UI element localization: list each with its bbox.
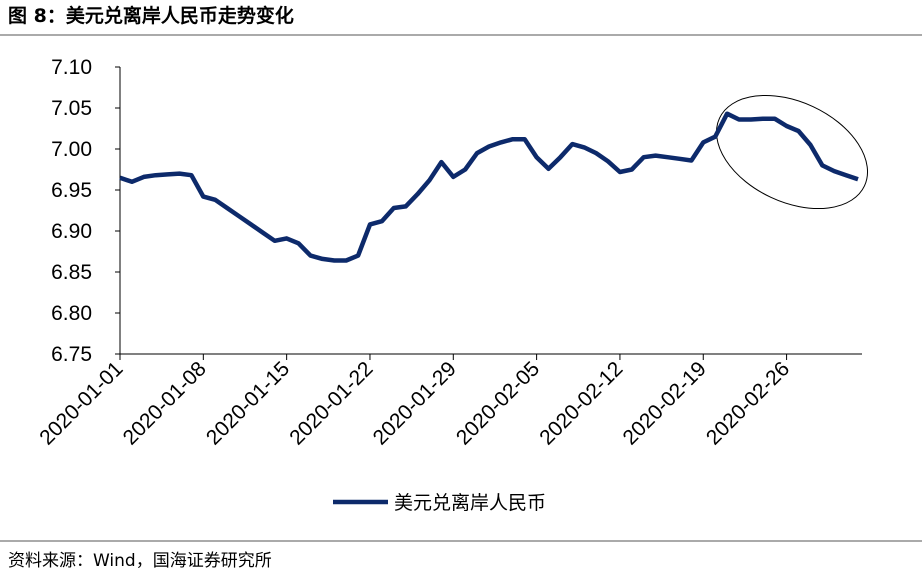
- line-series: [119, 111, 859, 263]
- x-tick-label: 2020-02-05: [452, 357, 544, 449]
- highlight-ellipse: [715, 94, 869, 210]
- y-tick-label: 7.10: [51, 56, 92, 79]
- y-tick-label: 6.95: [51, 179, 92, 202]
- legend-label: 美元兑离岸人民币: [394, 492, 546, 514]
- x-tick-label: 2020-02-26: [702, 357, 794, 449]
- source: 资料来源：Wind，国海证券研究所: [8, 551, 272, 571]
- y-tick-label: 6.75: [51, 343, 92, 366]
- x-tick-label: 2020-01-29: [369, 357, 461, 449]
- x-tick-label: 2020-01-08: [119, 357, 211, 449]
- y-tick-label: 6.90: [51, 220, 92, 243]
- x-tick-label: 2020-01-22: [285, 357, 377, 449]
- y-tick-label: 7.00: [51, 138, 92, 161]
- y-tick-label: 6.85: [51, 261, 92, 284]
- y-tick-label: 7.05: [51, 97, 92, 120]
- x-tick-label: 2020-02-12: [535, 357, 627, 449]
- chart-title: 图 8：美元兑离岸人民币走势变化: [8, 4, 294, 27]
- x-tick-label: 2020-01-15: [202, 357, 294, 449]
- x-tick-label: 2020-01-01: [35, 357, 127, 449]
- x-tick-label: 2020-02-19: [619, 357, 711, 449]
- y-tick-label: 6.80: [51, 302, 92, 325]
